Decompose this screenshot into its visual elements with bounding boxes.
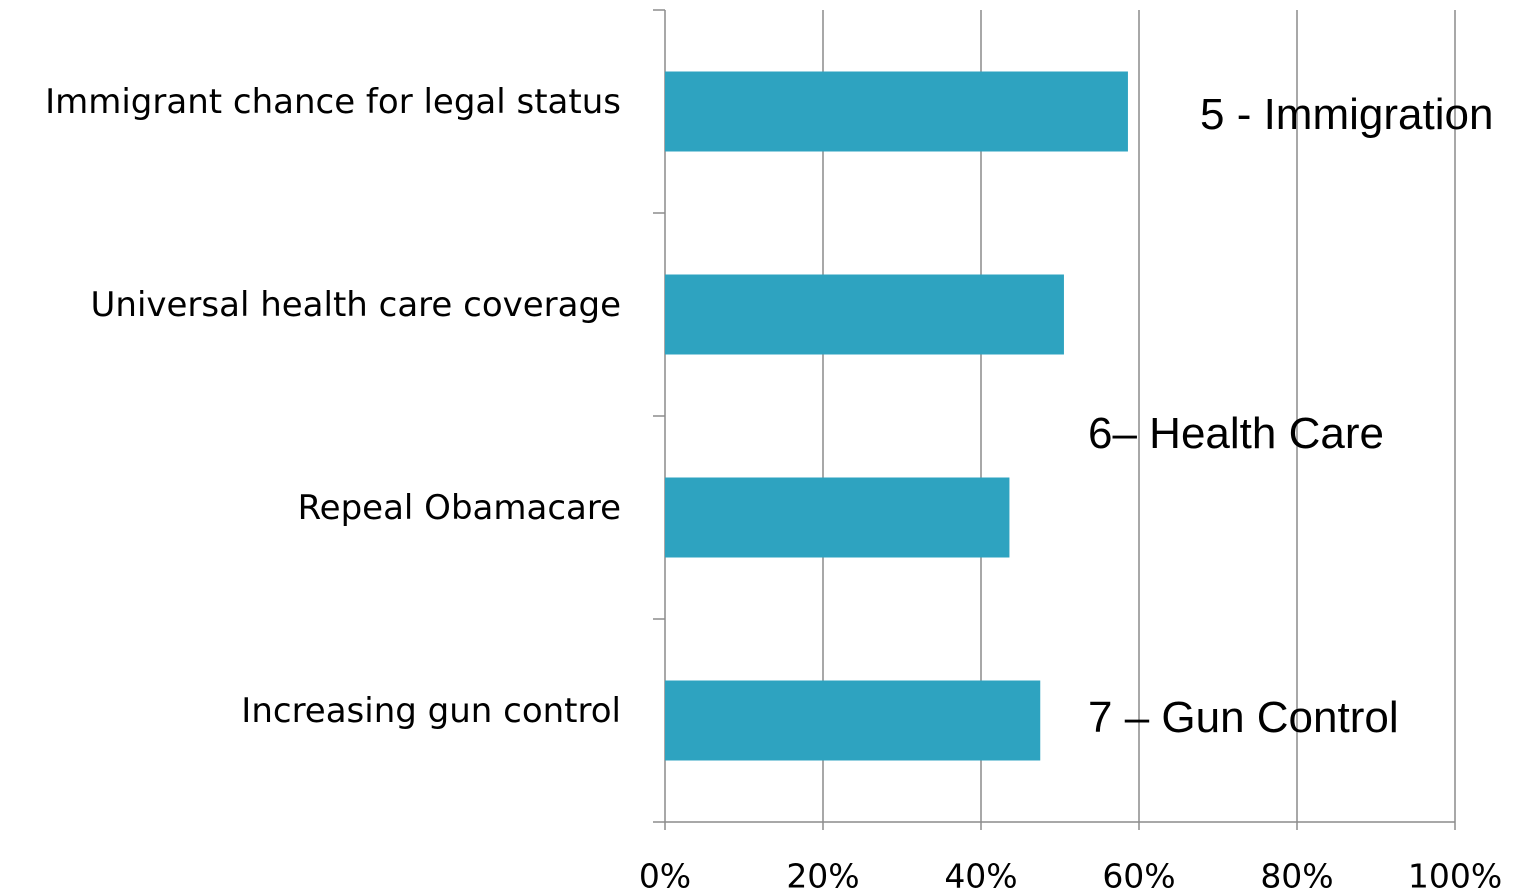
category-label: Increasing gun control (241, 691, 621, 731)
x-tick-label: 80% (1260, 857, 1333, 894)
x-tick-label: 20% (786, 857, 859, 894)
category-labels: Immigrant chance for legal status Univers… (45, 82, 621, 731)
bar (665, 274, 1064, 355)
bar (665, 680, 1041, 761)
category-label: Universal health care coverage (91, 285, 621, 325)
x-tick-label: 100% (1408, 857, 1502, 894)
annotation-label: 5 - Immigration (1200, 90, 1493, 139)
category-label: Repeal Obamacare (298, 488, 621, 528)
bar (665, 71, 1128, 152)
x-tick-labels: 0% 20% 40% 60% 80% 100% (639, 857, 1502, 894)
x-tick-label: 0% (639, 857, 691, 894)
annotation-label: 6– Health Care (1088, 409, 1384, 458)
bar (665, 477, 1010, 558)
category-label: Immigrant chance for legal status (45, 82, 621, 122)
x-tick-label: 40% (944, 857, 1017, 894)
bars (665, 71, 1128, 761)
annotation-label: 7 – Gun Control (1088, 693, 1399, 742)
annotations: 5 - Immigration 6– Health Care 7 – Gun Con… (1088, 90, 1493, 742)
x-tick-label: 60% (1102, 857, 1175, 894)
